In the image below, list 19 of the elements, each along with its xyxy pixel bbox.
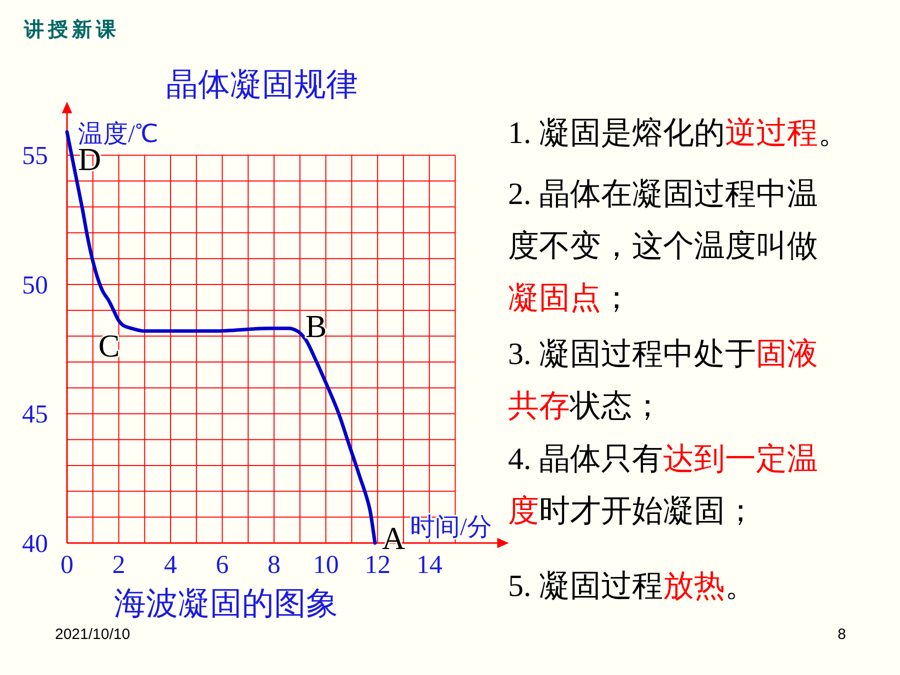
text: 海波凝固的图象: [114, 585, 338, 621]
x-tick-label: 8: [268, 550, 281, 579]
x-tick-label: 0: [60, 550, 74, 579]
x-tick-label: 10: [312, 550, 339, 579]
text: 2021/10/10: [55, 626, 130, 643]
x-tick-label: 4: [164, 550, 178, 579]
text: 讲授新课: [23, 18, 120, 41]
x-tick-label: 6: [216, 550, 229, 579]
y-tick-label: 45: [22, 400, 48, 429]
y-tick-label: 50: [22, 270, 48, 300]
y-tick-label: 40: [22, 529, 48, 558]
x-tick-label: 12: [364, 550, 391, 579]
annotation: C: [98, 328, 120, 364]
text: 8: [838, 626, 846, 643]
chart-title: 晶体凝固规律: [166, 66, 358, 102]
x-tick-label: 14: [416, 550, 442, 579]
annotation: B: [305, 308, 327, 344]
x-tick-label: 2: [112, 550, 126, 579]
y-tick-label: 55: [22, 141, 48, 170]
